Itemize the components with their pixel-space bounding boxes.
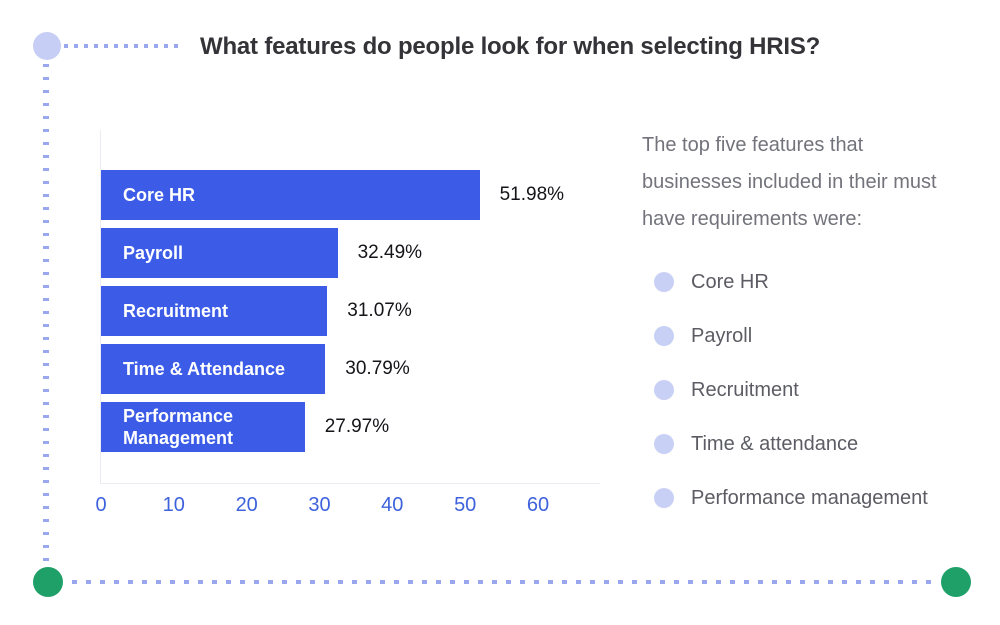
bar: Time & Attendance xyxy=(101,344,326,394)
x-tick-label: 40 xyxy=(381,494,404,516)
x-tick-label: 10 xyxy=(162,494,185,516)
page-title: What features do people look for when se… xyxy=(200,33,821,60)
bar-row: Performance Management 27.97% xyxy=(101,402,600,452)
corner-circle-topleft xyxy=(33,32,61,60)
bullet-circle-icon xyxy=(654,272,674,292)
x-axis-ticks: 0 10 20 30 40 50 60 xyxy=(95,494,549,516)
x-tick-label: 60 xyxy=(526,494,550,516)
bar-category-label: Recruitment xyxy=(123,300,229,321)
bar-value-label: 51.98% xyxy=(499,184,565,205)
bar: Recruitment xyxy=(101,286,328,336)
bar-category-label: Performance Management xyxy=(123,405,234,449)
bar-value-label: 31.07% xyxy=(347,300,412,321)
bar-row: Recruitment 31.07% xyxy=(101,286,600,336)
bar-value-label: 30.79% xyxy=(345,358,410,379)
feature-list-label: Time & attendance xyxy=(691,432,859,455)
x-tick-label: 30 xyxy=(308,494,331,516)
bar-chart: Core HR 51.98% Payroll 32.49% Recruitment 31.… xyxy=(95,130,600,516)
bar: Payroll xyxy=(101,228,338,278)
bullet-circle-icon xyxy=(654,434,674,454)
bullet-circle-icon xyxy=(654,380,674,400)
bar-row: Time & Attendance 30.79% xyxy=(101,344,600,394)
feature-list-item: Payroll xyxy=(654,325,928,347)
dotted-line-bottom xyxy=(72,580,934,584)
bar-value-label: 27.97% xyxy=(324,416,390,437)
feature-list-label: Performance management xyxy=(691,486,928,509)
dotted-line-top xyxy=(64,44,182,48)
bar-row: Core HR 51.98% xyxy=(101,170,600,220)
bar-category-label: Core HR xyxy=(123,184,196,205)
feature-list-label: Payroll xyxy=(691,324,753,347)
feature-list: Core HR Payroll Recruitment Time & attendan… xyxy=(654,271,928,541)
corner-circle-bottomright xyxy=(941,567,971,597)
bar-value-label: 32.49% xyxy=(357,242,423,263)
bar-rows: Core HR 51.98% Payroll 32.49% Recruitment 31.… xyxy=(101,170,600,460)
x-tick-label: 50 xyxy=(454,494,477,516)
bar: Performance Management xyxy=(101,402,305,452)
dotted-line-left xyxy=(43,64,49,562)
feature-list-label: Recruitment xyxy=(691,378,799,401)
aside-intro-text: The top five features that businesses in… xyxy=(642,134,937,230)
bar: Core HR xyxy=(101,170,480,220)
feature-list-item: Core HR xyxy=(654,271,928,293)
feature-list-label: Core HR xyxy=(691,270,769,293)
bullet-circle-icon xyxy=(654,488,674,508)
x-tick-label: 0 xyxy=(95,494,107,516)
feature-list-item: Recruitment xyxy=(654,379,928,401)
bullet-circle-icon xyxy=(654,326,674,346)
x-tick-label: 20 xyxy=(235,494,258,516)
bar-category-label: Payroll xyxy=(123,242,184,263)
feature-list-item: Time & attendance xyxy=(654,433,928,455)
bar-row: Payroll 32.49% xyxy=(101,228,600,278)
feature-list-item: Performance management xyxy=(654,487,928,509)
corner-circle-bottomleft xyxy=(33,567,63,597)
bar-category-label: Time & Attendance xyxy=(123,358,286,379)
